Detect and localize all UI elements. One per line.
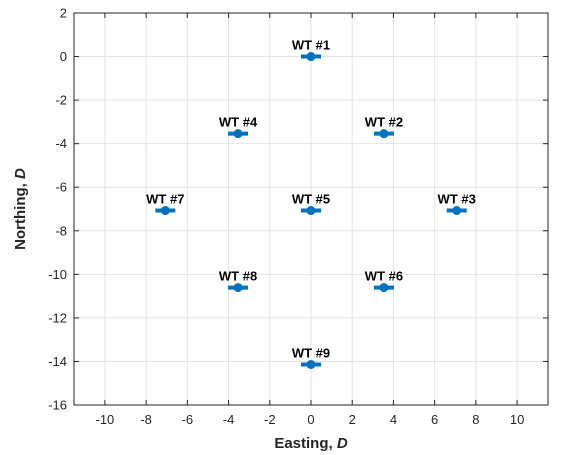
x-tick-label: -6 [182,412,194,427]
turbine-label: WT #5 [292,192,330,207]
x-tick-label: -8 [140,412,152,427]
turbine-label: WT #4 [219,115,258,130]
turbine-point [160,206,170,216]
turbine-marker [228,283,249,293]
y-tick-label: -12 [48,310,67,325]
turbine-marker [301,206,321,216]
x-tick-label: 0 [307,412,314,427]
turbine-label: WT #2 [365,115,403,130]
x-tick-label: 10 [510,412,524,427]
y-axis-title: Northing, D [12,168,29,250]
x-tick-label: -4 [223,412,235,427]
turbine-marker [373,283,394,293]
turbine-point [233,283,243,293]
turbine-label: WT #6 [365,269,403,284]
y-tick-label: 2 [60,6,67,21]
y-tick-label: 0 [60,49,67,64]
turbine-label: WT #3 [438,192,476,207]
turbine-marker [301,359,321,369]
y-axis-title-unit: D [12,168,29,179]
turbine-point [379,283,389,293]
turbine-point [452,206,462,216]
turbine-point [306,52,316,62]
x-tick-label: 8 [472,412,479,427]
x-tick-label: -10 [96,412,115,427]
y-tick-label: -2 [55,93,67,108]
x-tick-label: -2 [264,412,276,427]
y-tick-label: -6 [55,180,67,195]
turbine-point [233,129,243,139]
turbine-point [379,129,389,139]
y-axis-title-text: Northing, [12,179,29,250]
x-tick-label: 6 [431,412,438,427]
turbine-label: WT #7 [146,192,184,207]
turbine-marker [155,206,176,216]
turbine-marker [301,52,321,62]
turbine-marker [228,129,249,139]
x-tick-label: 2 [349,412,356,427]
turbine-label: WT #9 [292,345,330,360]
turbine-marker [446,206,467,216]
turbine-label: WT #1 [292,38,330,53]
turbine-points: WT #1 WT #2 WT #3 WT #4 WT #5 WT #6 WT #7 WT #8… [146,38,476,369]
turbine-marker [373,129,394,139]
x-tick-label: 4 [390,412,397,427]
turbine-point [306,206,316,216]
turbine-point [306,359,316,369]
x-axis-title-unit: D [337,435,348,452]
y-tick-label: -14 [48,354,67,369]
turbine-label: WT #8 [219,269,257,284]
y-tick-label: -4 [55,136,67,151]
y-tick-label: -16 [48,398,67,413]
x-axis-title-text: Easting, [274,435,337,452]
x-axis-title: Easting, D [274,435,348,452]
y-tick-label: -10 [48,267,67,282]
y-tick-label: -8 [55,223,67,238]
axis-ticks: -10 -8 -6 -4 -2 0 2 4 6 8 10 2 0 -2 -4 -6 -8 -10 -12 -14 -16 [48,6,548,427]
